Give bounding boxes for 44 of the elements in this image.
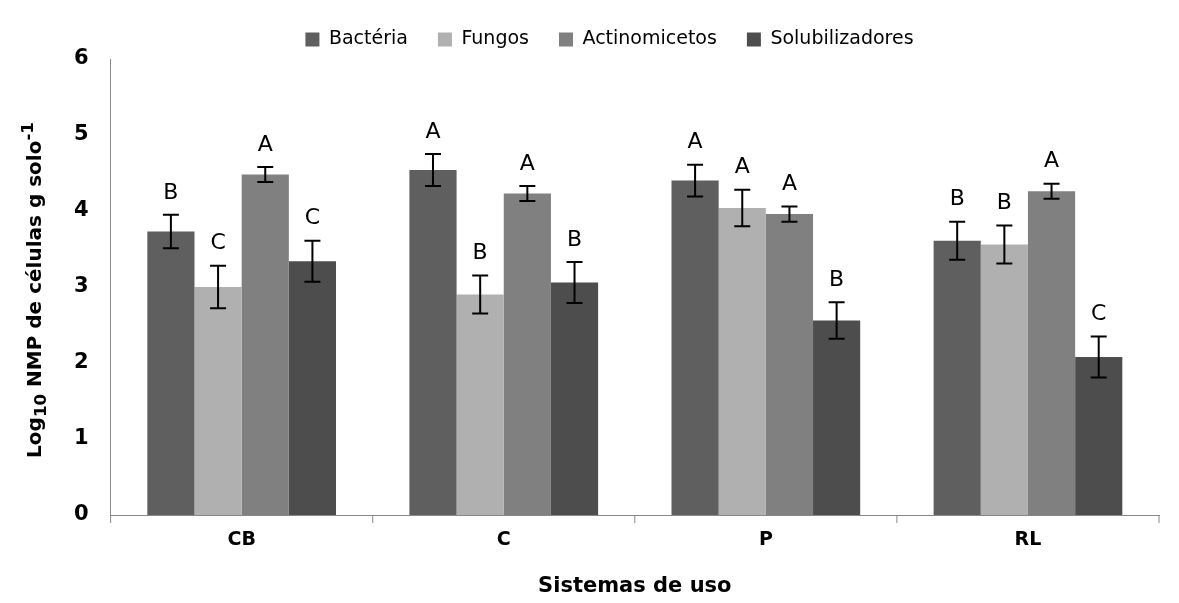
annotation: C (304, 204, 321, 230)
y-tick-label: 5 (73, 121, 89, 146)
y-tick-label: 4 (73, 197, 89, 222)
legend-label: Solubilizadores (770, 26, 914, 49)
x-tick-label: C (496, 527, 511, 550)
annotation: A (519, 149, 535, 175)
bar (409, 169, 457, 515)
bar (718, 207, 766, 515)
y-tick-label: 1 (73, 425, 89, 450)
annotation: A (1044, 147, 1060, 173)
x-axis-title: Sistemas de uso (538, 572, 732, 597)
annotation: B (566, 225, 583, 251)
y-tick-label: 0 (73, 501, 89, 526)
annotation: A (734, 153, 750, 179)
legend-label: Fungos (461, 26, 529, 49)
bar (933, 240, 981, 515)
bar (1075, 356, 1123, 515)
x-tick-label: P (758, 527, 773, 550)
bar (671, 180, 719, 515)
x-tick-label: CB (227, 527, 256, 550)
annotation: C (1091, 300, 1107, 326)
bar (980, 244, 1028, 515)
annotation: A (257, 130, 273, 156)
annotation: A (687, 128, 703, 154)
annotation: B (996, 189, 1012, 215)
annotation: B (472, 239, 488, 265)
y-tick-label: 2 (73, 349, 89, 374)
annotation: B (163, 178, 179, 204)
x-tick-label: RL (1014, 527, 1042, 550)
bar (194, 287, 242, 515)
annotation: A (781, 170, 797, 196)
legend-label: Bactéria (328, 26, 408, 49)
bar (147, 231, 195, 515)
annotation: B (829, 265, 845, 291)
annotation: C (210, 229, 226, 255)
y-tick-label: 6 (73, 45, 89, 70)
annotation: B (949, 185, 965, 211)
bar (550, 282, 599, 515)
y-tick-label: 3 (73, 273, 89, 298)
legend-label: Actinomicetos (582, 26, 717, 49)
bar (288, 261, 337, 515)
bar (456, 294, 504, 515)
bar (813, 320, 861, 515)
annotation: A (425, 117, 441, 143)
